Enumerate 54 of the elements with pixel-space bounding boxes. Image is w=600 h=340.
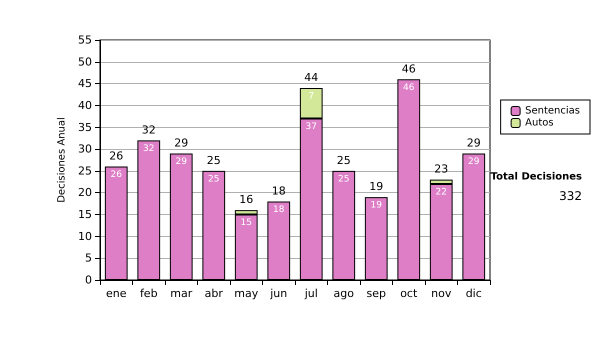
total-label: 29 bbox=[174, 136, 188, 150]
data-label: 7 bbox=[308, 92, 314, 102]
y-tick-label: 20 bbox=[78, 186, 92, 200]
x-tick-label: abr bbox=[204, 287, 224, 300]
total-label: 18 bbox=[272, 184, 286, 198]
data-label: 22 bbox=[436, 188, 447, 198]
y-tick-label: 10 bbox=[78, 230, 92, 243]
total-label: 26 bbox=[109, 150, 124, 163]
y-tick-label: 40 bbox=[78, 98, 92, 112]
text: 332 bbox=[559, 189, 582, 203]
x-tick-label: may bbox=[234, 287, 259, 300]
total-label: 29 bbox=[466, 136, 481, 150]
y-tick-label: 15 bbox=[78, 208, 92, 222]
data-label: 19 bbox=[370, 200, 382, 211]
y-tick-label: 45 bbox=[78, 77, 92, 90]
data-label: 18 bbox=[273, 204, 285, 215]
total-label: 25 bbox=[336, 154, 351, 167]
x-tick-label: mar bbox=[170, 287, 193, 300]
x-tick-label: ago bbox=[334, 287, 354, 300]
legend-label: Sentencias bbox=[525, 106, 580, 116]
data-label: 26 bbox=[110, 170, 122, 180]
y-tick-label: 55 bbox=[78, 34, 92, 46]
total-label: 32 bbox=[142, 123, 156, 136]
data-label: 15 bbox=[240, 218, 252, 228]
total-label: 23 bbox=[434, 162, 448, 176]
total-label: 44 bbox=[304, 71, 318, 84]
data-label: 37 bbox=[306, 122, 317, 132]
y-tick-label: 30 bbox=[78, 142, 92, 156]
total-label: 25 bbox=[206, 154, 221, 167]
total-label: 16 bbox=[239, 193, 254, 206]
x-tick-label: sep bbox=[366, 287, 386, 300]
data-label: 25 bbox=[208, 174, 220, 184]
x-tick-label: feb bbox=[140, 287, 158, 300]
total-label: 46 bbox=[402, 62, 416, 76]
x-tick-label: dic bbox=[466, 287, 482, 300]
x-tick-label: oct bbox=[400, 287, 418, 300]
x-tick-label: jun bbox=[269, 287, 288, 300]
y-tick-label: 5 bbox=[85, 252, 92, 265]
y-tick-label: 0 bbox=[85, 274, 92, 286]
text: Total Decisiones bbox=[490, 172, 582, 182]
x-tick-label: jul bbox=[304, 287, 318, 300]
legend-label: Autos bbox=[525, 118, 554, 128]
data-label: 25 bbox=[338, 174, 350, 184]
y-axis-title: Decisiones Anual bbox=[56, 117, 68, 203]
data-label: 29 bbox=[176, 156, 188, 167]
y-tick-label: 25 bbox=[78, 164, 92, 178]
total-label: 19 bbox=[369, 180, 384, 194]
y-tick-label: 35 bbox=[78, 120, 92, 134]
x-tick-label: ene bbox=[106, 287, 127, 300]
data-label: 29 bbox=[468, 156, 480, 167]
x-tick-label: nov bbox=[431, 287, 452, 300]
data-label: 46 bbox=[403, 82, 415, 93]
y-tick-label: 50 bbox=[78, 55, 92, 68]
data-label: 32 bbox=[143, 144, 154, 154]
